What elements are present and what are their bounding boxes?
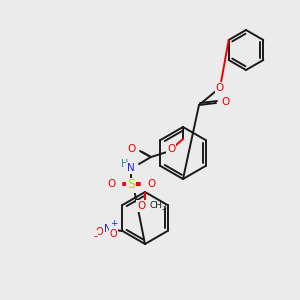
Text: -: - bbox=[94, 231, 98, 241]
Text: O: O bbox=[96, 227, 103, 237]
Text: N: N bbox=[127, 163, 135, 173]
Text: O: O bbox=[128, 144, 136, 154]
Text: O: O bbox=[167, 144, 175, 154]
Text: O: O bbox=[107, 179, 115, 189]
Text: O: O bbox=[148, 179, 156, 189]
Text: O: O bbox=[110, 229, 117, 239]
Text: CH: CH bbox=[150, 202, 163, 211]
Text: H: H bbox=[121, 159, 129, 169]
Text: N: N bbox=[103, 224, 111, 234]
Text: O: O bbox=[216, 83, 224, 93]
Text: 3: 3 bbox=[161, 203, 166, 212]
Text: O: O bbox=[137, 201, 145, 211]
Text: O: O bbox=[222, 97, 230, 107]
Text: S: S bbox=[127, 178, 135, 191]
Text: +: + bbox=[110, 220, 117, 229]
